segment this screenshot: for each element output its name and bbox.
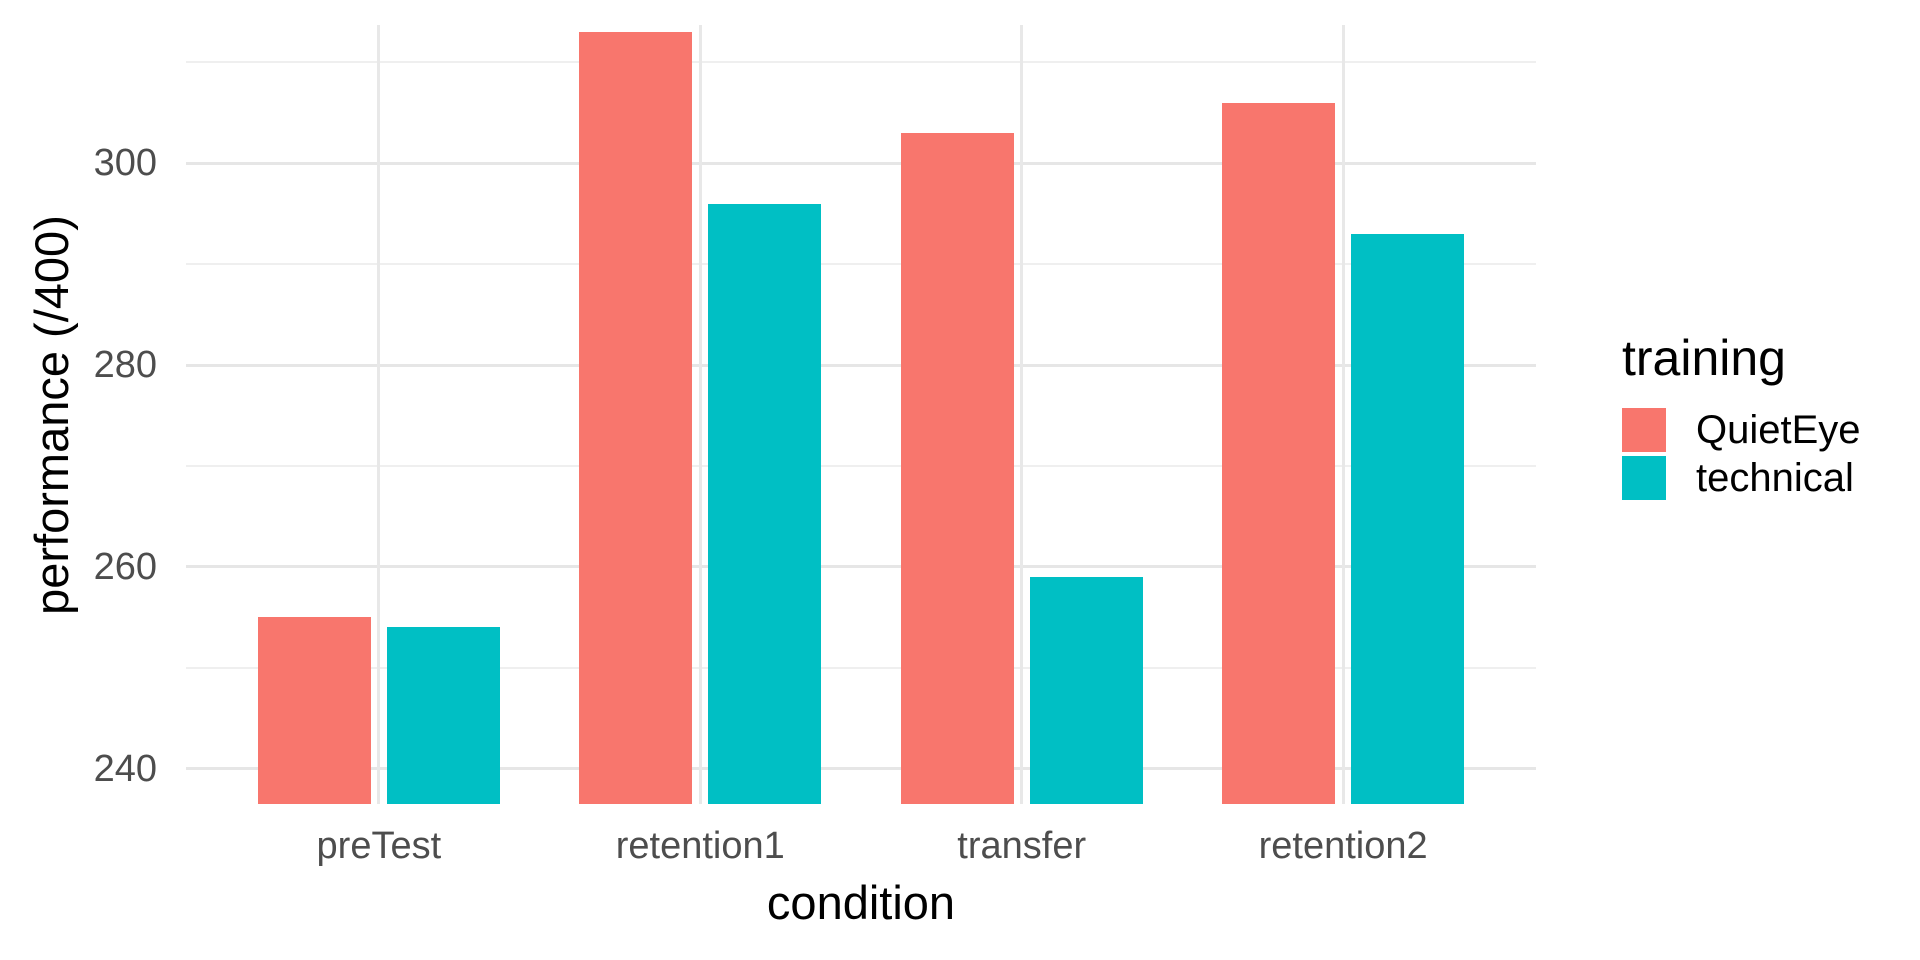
legend-label-technical: technical [1696,456,1854,500]
x-axis-title: condition [766,876,956,929]
legend-key-technical [1622,456,1666,500]
gridline-x-transfer [1020,25,1024,804]
bar-technical-retention1 [708,203,822,804]
legend-items: QuietEye technical [1622,408,1861,500]
gridline-x-retention1 [698,25,702,804]
y-tick-label-260: 260 [93,545,157,588]
bar-QuietEye-retention1 [579,32,693,804]
gridline-minor-y250 [186,666,1536,669]
legend-title: training [1622,330,1786,386]
y-tick-label-280: 280 [93,344,157,387]
legend: training QuietEye technical [1622,330,1861,504]
gridline-major-y260 [186,565,1536,569]
gridline-major-y280 [186,363,1536,367]
legend-label-QuietEye: QuietEye [1696,408,1861,452]
bar-technical-retention2 [1351,233,1465,804]
gridline-x-retention2 [1341,25,1345,804]
x-tick-label-transfer: transfer [957,825,1087,867]
bar-QuietEye-transfer [900,132,1014,804]
y-tick-label-300: 300 [93,142,157,185]
gridline-minor-y310 [186,61,1536,64]
x-tick-label-preTest: preTest [316,825,442,867]
bar-technical-transfer [1029,576,1143,804]
legend-key-QuietEye [1622,408,1666,452]
gridline-minor-y290 [186,263,1536,266]
legend-item-technical: technical [1622,456,1861,500]
bar-technical-preTest [386,627,500,804]
gridline-minor-y270 [186,464,1536,467]
legend-item-QuietEye: QuietEye [1622,408,1861,452]
gridline-major-y240 [186,767,1536,771]
bar-QuietEye-preTest [257,617,371,804]
gridline-major-y300 [186,161,1536,165]
x-tick-label-retention2: retention2 [1258,825,1428,867]
y-tick-label-240: 240 [93,747,157,790]
bar-QuietEye-retention2 [1222,102,1336,804]
gridline-x-preTest [377,25,381,804]
x-tick-label-retention1: retention1 [615,825,785,867]
